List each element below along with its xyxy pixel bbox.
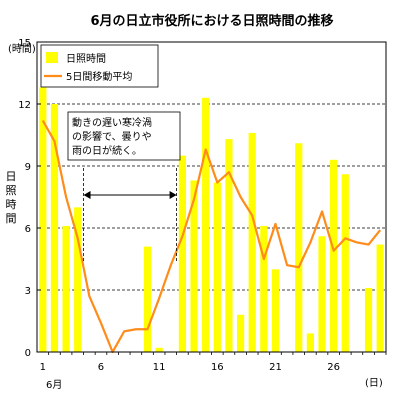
x-tick-label: 6 (98, 362, 104, 373)
legend-box (40, 44, 159, 88)
axes (36, 41, 387, 355)
arrowhead-left (83, 191, 91, 199)
annotation-text: 雨の日が続く。 (72, 144, 142, 157)
sunshine-bar (178, 155, 187, 352)
sunshine-bar (74, 207, 82, 352)
moving-average-line (41, 119, 382, 354)
sunshine-bar (202, 97, 210, 352)
sunshine-bar (143, 246, 152, 352)
sunshine-bar (364, 287, 373, 352)
bar-series (39, 87, 384, 352)
y-axis-label-char: 照 (6, 184, 17, 197)
sunshine-bar (318, 236, 326, 352)
y-tick-label: 3 (25, 286, 31, 297)
x-tick-labels: 1 6 11 16 21 26 (40, 362, 340, 373)
month-label: 6月 (46, 379, 62, 391)
x-tick-label: 21 (269, 362, 282, 373)
sunshine-bar (213, 182, 221, 352)
sunshine-bar (50, 104, 59, 352)
x-tick-label: 16 (211, 362, 224, 373)
annotation-text: の影響で、曇りや (72, 130, 152, 143)
x-tick-label: 1 (40, 362, 46, 373)
y-tick-label: 15 (18, 38, 31, 49)
sunshine-bar (155, 347, 163, 352)
y-tick-label: 9 (25, 162, 31, 173)
y-tick-labels: 0 3 6 9 12 15 (18, 38, 31, 359)
sunshine-bar (236, 314, 245, 352)
sunshine-bar (248, 132, 256, 352)
annotation-box (67, 111, 181, 161)
line-series (41, 119, 382, 354)
sunshine-bar (39, 87, 47, 352)
arrowhead-right (169, 191, 177, 199)
sunshine-bar (62, 225, 70, 352)
y-axis-label: 日照時間 (6, 170, 17, 225)
sunshine-bar (271, 269, 280, 352)
x-tick-label: 26 (327, 362, 340, 373)
sunshine-bar (260, 225, 268, 352)
legend-label-bar: 日照時間 (66, 53, 106, 65)
sunshine-bar (190, 180, 198, 352)
legend-swatch-bar (46, 52, 58, 63)
sunshine-bar (225, 139, 233, 352)
y-tick-label: 12 (18, 100, 31, 111)
y-tick-label: 6 (25, 224, 31, 235)
sunshine-bar (341, 174, 349, 352)
y-axis-label-char: 間 (6, 212, 17, 225)
sunshine-bar (376, 244, 384, 352)
sunshine-bar (295, 143, 303, 352)
legend-label-line: 5日間移動平均 (66, 70, 132, 83)
x-tick-label: 11 (153, 362, 166, 373)
x-unit-label: (日) (365, 378, 383, 389)
legend: 日照時間 5日間移動平均 (40, 44, 159, 88)
annotation-text: 動きの遅い寒冷渦 (72, 116, 152, 129)
y-axis-label-char: 時 (6, 198, 17, 211)
y-axis-label-char: 日 (6, 170, 17, 183)
chart-title: 6月の日立市役所における日照時間の推移 (90, 13, 333, 29)
sunshine-bar (306, 333, 314, 352)
y-unit-label: (時間) (8, 43, 36, 55)
sunshine-bar (330, 159, 338, 352)
y-tick-label: 0 (25, 348, 31, 359)
